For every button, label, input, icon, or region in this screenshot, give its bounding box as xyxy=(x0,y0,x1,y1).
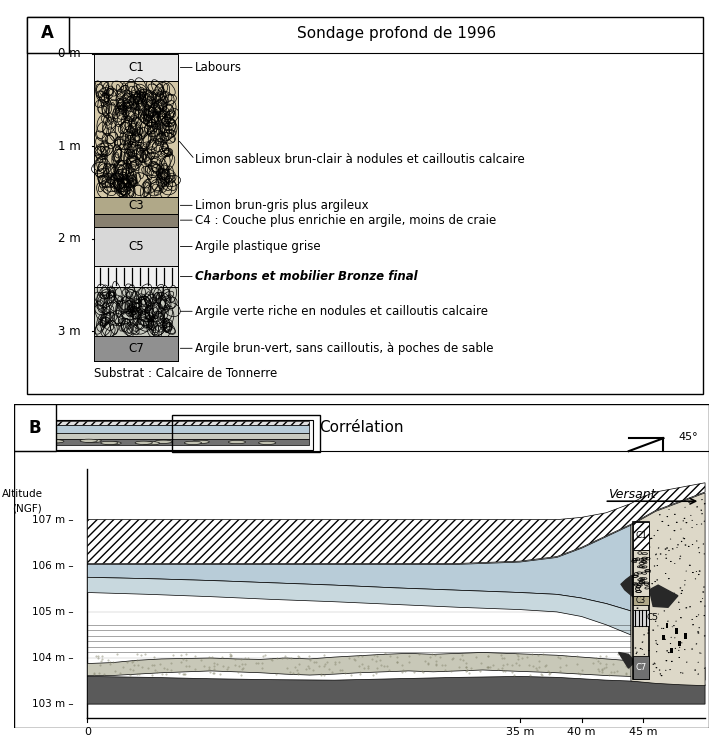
Text: C2: C2 xyxy=(128,133,144,146)
Text: 45 m: 45 m xyxy=(629,727,657,735)
Bar xyxy=(633,656,649,678)
Bar xyxy=(678,641,681,647)
Polygon shape xyxy=(87,577,631,635)
Bar xyxy=(633,550,649,596)
Text: A: A xyxy=(41,24,54,42)
Polygon shape xyxy=(621,574,649,599)
Text: C6: C6 xyxy=(128,305,144,318)
Ellipse shape xyxy=(259,441,276,445)
Text: 35 m: 35 m xyxy=(505,727,534,735)
Ellipse shape xyxy=(192,440,209,443)
Text: 45°: 45° xyxy=(678,431,698,442)
Bar xyxy=(94,336,178,361)
Text: 105 m –: 105 m – xyxy=(32,607,74,617)
Ellipse shape xyxy=(46,440,64,443)
Text: C4 : Couche plus enrichie en argile, moins de craie: C4 : Couche plus enrichie en argile, moi… xyxy=(195,214,496,226)
Bar xyxy=(23,434,309,440)
Ellipse shape xyxy=(155,440,172,443)
Text: B: B xyxy=(29,418,42,437)
Polygon shape xyxy=(631,493,705,686)
Bar xyxy=(684,633,687,639)
Bar xyxy=(94,54,178,82)
Ellipse shape xyxy=(228,440,246,444)
Polygon shape xyxy=(87,676,705,704)
Text: 104 m –: 104 m – xyxy=(32,653,74,663)
Ellipse shape xyxy=(142,442,160,445)
Text: Versant: Versant xyxy=(608,488,655,501)
Bar xyxy=(14,404,56,451)
Text: (NGF): (NGF) xyxy=(12,503,42,513)
Bar xyxy=(94,226,178,266)
Text: Labours: Labours xyxy=(195,61,242,74)
Text: 103 m –: 103 m – xyxy=(32,699,74,709)
Text: 107 m –: 107 m – xyxy=(32,514,74,525)
Bar xyxy=(662,635,664,640)
Polygon shape xyxy=(649,585,678,607)
Ellipse shape xyxy=(100,441,118,445)
Text: Argile plastique grise: Argile plastique grise xyxy=(195,240,320,253)
Text: Argile verte riche en nodules et cailloutis calcaire: Argile verte riche en nodules et caillou… xyxy=(195,305,488,318)
Text: C7: C7 xyxy=(636,663,647,672)
Text: 1 m: 1 m xyxy=(58,140,80,153)
Text: C5: C5 xyxy=(128,240,144,253)
Bar xyxy=(94,197,178,214)
Polygon shape xyxy=(87,526,631,611)
Text: Sondage profond de 1996: Sondage profond de 1996 xyxy=(296,26,496,40)
Bar xyxy=(94,266,178,287)
Text: 40 m: 40 m xyxy=(568,727,596,735)
Bar xyxy=(633,522,649,678)
Text: C3: C3 xyxy=(635,596,645,605)
Ellipse shape xyxy=(135,441,153,445)
Bar xyxy=(94,82,178,197)
Text: Altitude: Altitude xyxy=(2,490,43,499)
Text: 0 m: 0 m xyxy=(58,47,80,60)
Text: C1: C1 xyxy=(128,61,144,74)
Ellipse shape xyxy=(104,442,121,445)
Polygon shape xyxy=(87,653,705,680)
Ellipse shape xyxy=(80,439,98,442)
Text: Argile brun-vert, sans cailloutis, à poches de sable: Argile brun-vert, sans cailloutis, à poc… xyxy=(195,342,493,355)
Text: C1: C1 xyxy=(636,531,647,540)
Bar xyxy=(27,17,69,53)
Text: Charbons et mobilier Bronze final: Charbons et mobilier Bronze final xyxy=(195,270,418,283)
Polygon shape xyxy=(619,653,635,668)
Ellipse shape xyxy=(84,440,101,442)
Text: 0: 0 xyxy=(84,727,91,735)
Bar xyxy=(23,421,309,426)
Bar xyxy=(675,628,678,634)
Text: Limon brun-gris plus argileux: Limon brun-gris plus argileux xyxy=(195,199,369,212)
Text: C3: C3 xyxy=(128,199,144,212)
Text: C7: C7 xyxy=(128,342,144,355)
Text: 106 m –: 106 m – xyxy=(32,561,74,571)
Text: Substrat : Calcaire de Tonnerre: Substrat : Calcaire de Tonnerre xyxy=(94,368,278,380)
Bar xyxy=(94,287,178,336)
Bar xyxy=(633,522,649,550)
Bar xyxy=(20,420,313,450)
Text: C5: C5 xyxy=(646,613,659,622)
Polygon shape xyxy=(87,483,705,564)
Text: Corrélation: Corrélation xyxy=(320,420,403,435)
Bar xyxy=(633,596,649,605)
Text: 2 m: 2 m xyxy=(58,232,80,245)
Bar xyxy=(23,440,309,445)
Bar xyxy=(670,648,673,653)
Text: Limon sableux brun-clair à nodules et cailloutis calcaire: Limon sableux brun-clair à nodules et ca… xyxy=(195,153,525,166)
Ellipse shape xyxy=(184,441,202,445)
Bar xyxy=(23,426,309,434)
Bar xyxy=(94,214,178,226)
Bar xyxy=(633,609,649,625)
Bar xyxy=(666,623,669,628)
Bar xyxy=(172,415,320,452)
Text: 3 m: 3 m xyxy=(58,325,80,337)
